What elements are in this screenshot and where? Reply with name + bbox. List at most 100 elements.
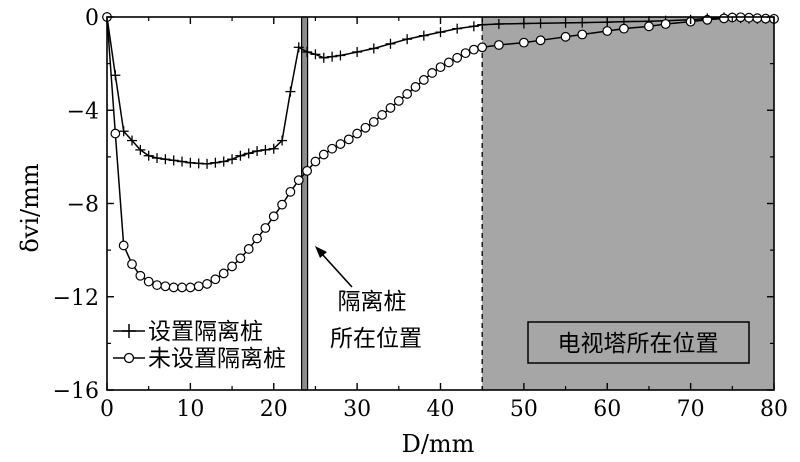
series-2-point	[385, 103, 396, 113]
series-1-point	[277, 135, 288, 146]
series-1-point	[152, 153, 163, 164]
series-2-point	[343, 134, 354, 145]
y-tick-label: −16	[53, 379, 99, 404]
series-2-point	[752, 13, 763, 24]
y-tick-label: 0	[85, 6, 99, 31]
series-2-point	[360, 122, 371, 133]
series-1-point	[477, 19, 488, 30]
series-1-point	[227, 154, 238, 165]
series-2-point	[327, 143, 338, 154]
series-2-point	[210, 274, 221, 285]
series-2-point	[535, 35, 546, 46]
series-2-point	[468, 44, 479, 55]
series-1-point	[318, 52, 329, 63]
series-1-point	[468, 21, 479, 32]
series-2-point	[577, 29, 588, 40]
series-1-point	[418, 30, 429, 41]
series-2-point	[235, 253, 246, 264]
series-2-point	[135, 270, 146, 281]
series-1-point	[293, 42, 304, 53]
series-2-point	[760, 13, 771, 24]
series-1-point	[368, 43, 379, 54]
axes-layer: 0 10 20 30 40 50 60 70 80 0 −4 −8 −12 −16	[53, 6, 788, 422]
legend: 设置隔离桩 未设置隔离桩	[113, 319, 286, 372]
series-1-point	[202, 158, 213, 169]
series-2-point	[260, 223, 271, 233]
series-1-point	[218, 156, 229, 167]
series-2-point	[127, 259, 137, 270]
series-2-point	[143, 276, 154, 287]
series-1-point	[168, 155, 179, 166]
x-tick-label: 20	[260, 397, 288, 422]
series-2-point	[285, 186, 296, 197]
series-2-point	[619, 23, 629, 34]
series-1-point	[110, 70, 121, 81]
legend-label-series-2: 未设置隔离桩	[148, 346, 286, 372]
y-axis-title: δvi/mm	[16, 163, 44, 253]
series-2-point	[418, 75, 429, 85]
tower-label: 电视塔所在位置	[558, 331, 719, 357]
series-1-point	[577, 17, 588, 28]
series-1-point	[127, 135, 138, 146]
series-1-point	[435, 27, 446, 38]
series-1-point	[210, 157, 221, 168]
series-layer	[102, 12, 779, 293]
series-2-point	[152, 280, 162, 290]
series-2-point	[602, 26, 613, 36]
series-2-point	[118, 240, 129, 251]
x-tick-label: 60	[593, 397, 621, 422]
series-2-point	[268, 211, 279, 222]
series-2-point	[719, 13, 729, 24]
series-1-point	[160, 154, 171, 165]
series-2-point	[252, 233, 262, 244]
x-tick-label: 80	[760, 397, 788, 422]
series-1-point	[193, 158, 204, 169]
series-1-point	[260, 144, 271, 155]
series-1-point	[177, 156, 188, 167]
series-2-point	[243, 244, 254, 254]
pile-arrow-shaft	[321, 253, 353, 288]
series-2-point	[227, 261, 237, 272]
x-tick-label: 40	[427, 397, 455, 422]
series-2-point	[644, 21, 654, 32]
series-2-point	[110, 128, 121, 139]
y-tick-label: −8	[67, 193, 99, 218]
series-2-point	[377, 110, 388, 120]
series-1-point	[235, 150, 246, 161]
series-1-point	[352, 46, 363, 57]
series-1-point	[335, 50, 346, 61]
series-2-point	[352, 128, 363, 139]
y-tick-label: −12	[53, 286, 99, 311]
tower-annotation: 电视塔所在位置	[527, 321, 750, 364]
series-2-point	[452, 52, 463, 63]
series-2-point	[293, 175, 304, 186]
series-1-point	[118, 126, 129, 137]
series-1-point	[252, 146, 263, 157]
series-2-point	[177, 282, 187, 293]
series-1-point	[285, 86, 296, 97]
series-2-point	[202, 279, 212, 289]
pile-annotation: 隔离桩 所在位置	[315, 246, 422, 352]
series-2-point	[443, 57, 454, 68]
legend-label-series-1: 设置隔离桩	[148, 319, 263, 345]
series-2-point	[368, 117, 379, 127]
x-tick-label: 0	[100, 397, 114, 422]
pile-label-line-2: 所在位置	[330, 326, 422, 352]
series-2-point	[168, 282, 179, 293]
x-tick-label: 50	[510, 397, 538, 422]
series-2-point	[410, 82, 421, 92]
x-axis-title: D/mm	[402, 430, 475, 458]
isolation-pile	[300, 16, 309, 391]
series-2-point	[518, 37, 529, 48]
series-1-point	[402, 34, 413, 45]
series-2-point	[302, 165, 313, 176]
y-tick-label: −4	[67, 99, 99, 124]
series-2-point	[218, 268, 229, 279]
series-2-point	[310, 156, 321, 167]
legend-marker-series-2	[123, 352, 135, 364]
series-2-point	[435, 62, 446, 73]
series-1-point	[143, 150, 154, 161]
series-2-point	[318, 149, 329, 160]
series-2-point	[493, 40, 504, 50]
